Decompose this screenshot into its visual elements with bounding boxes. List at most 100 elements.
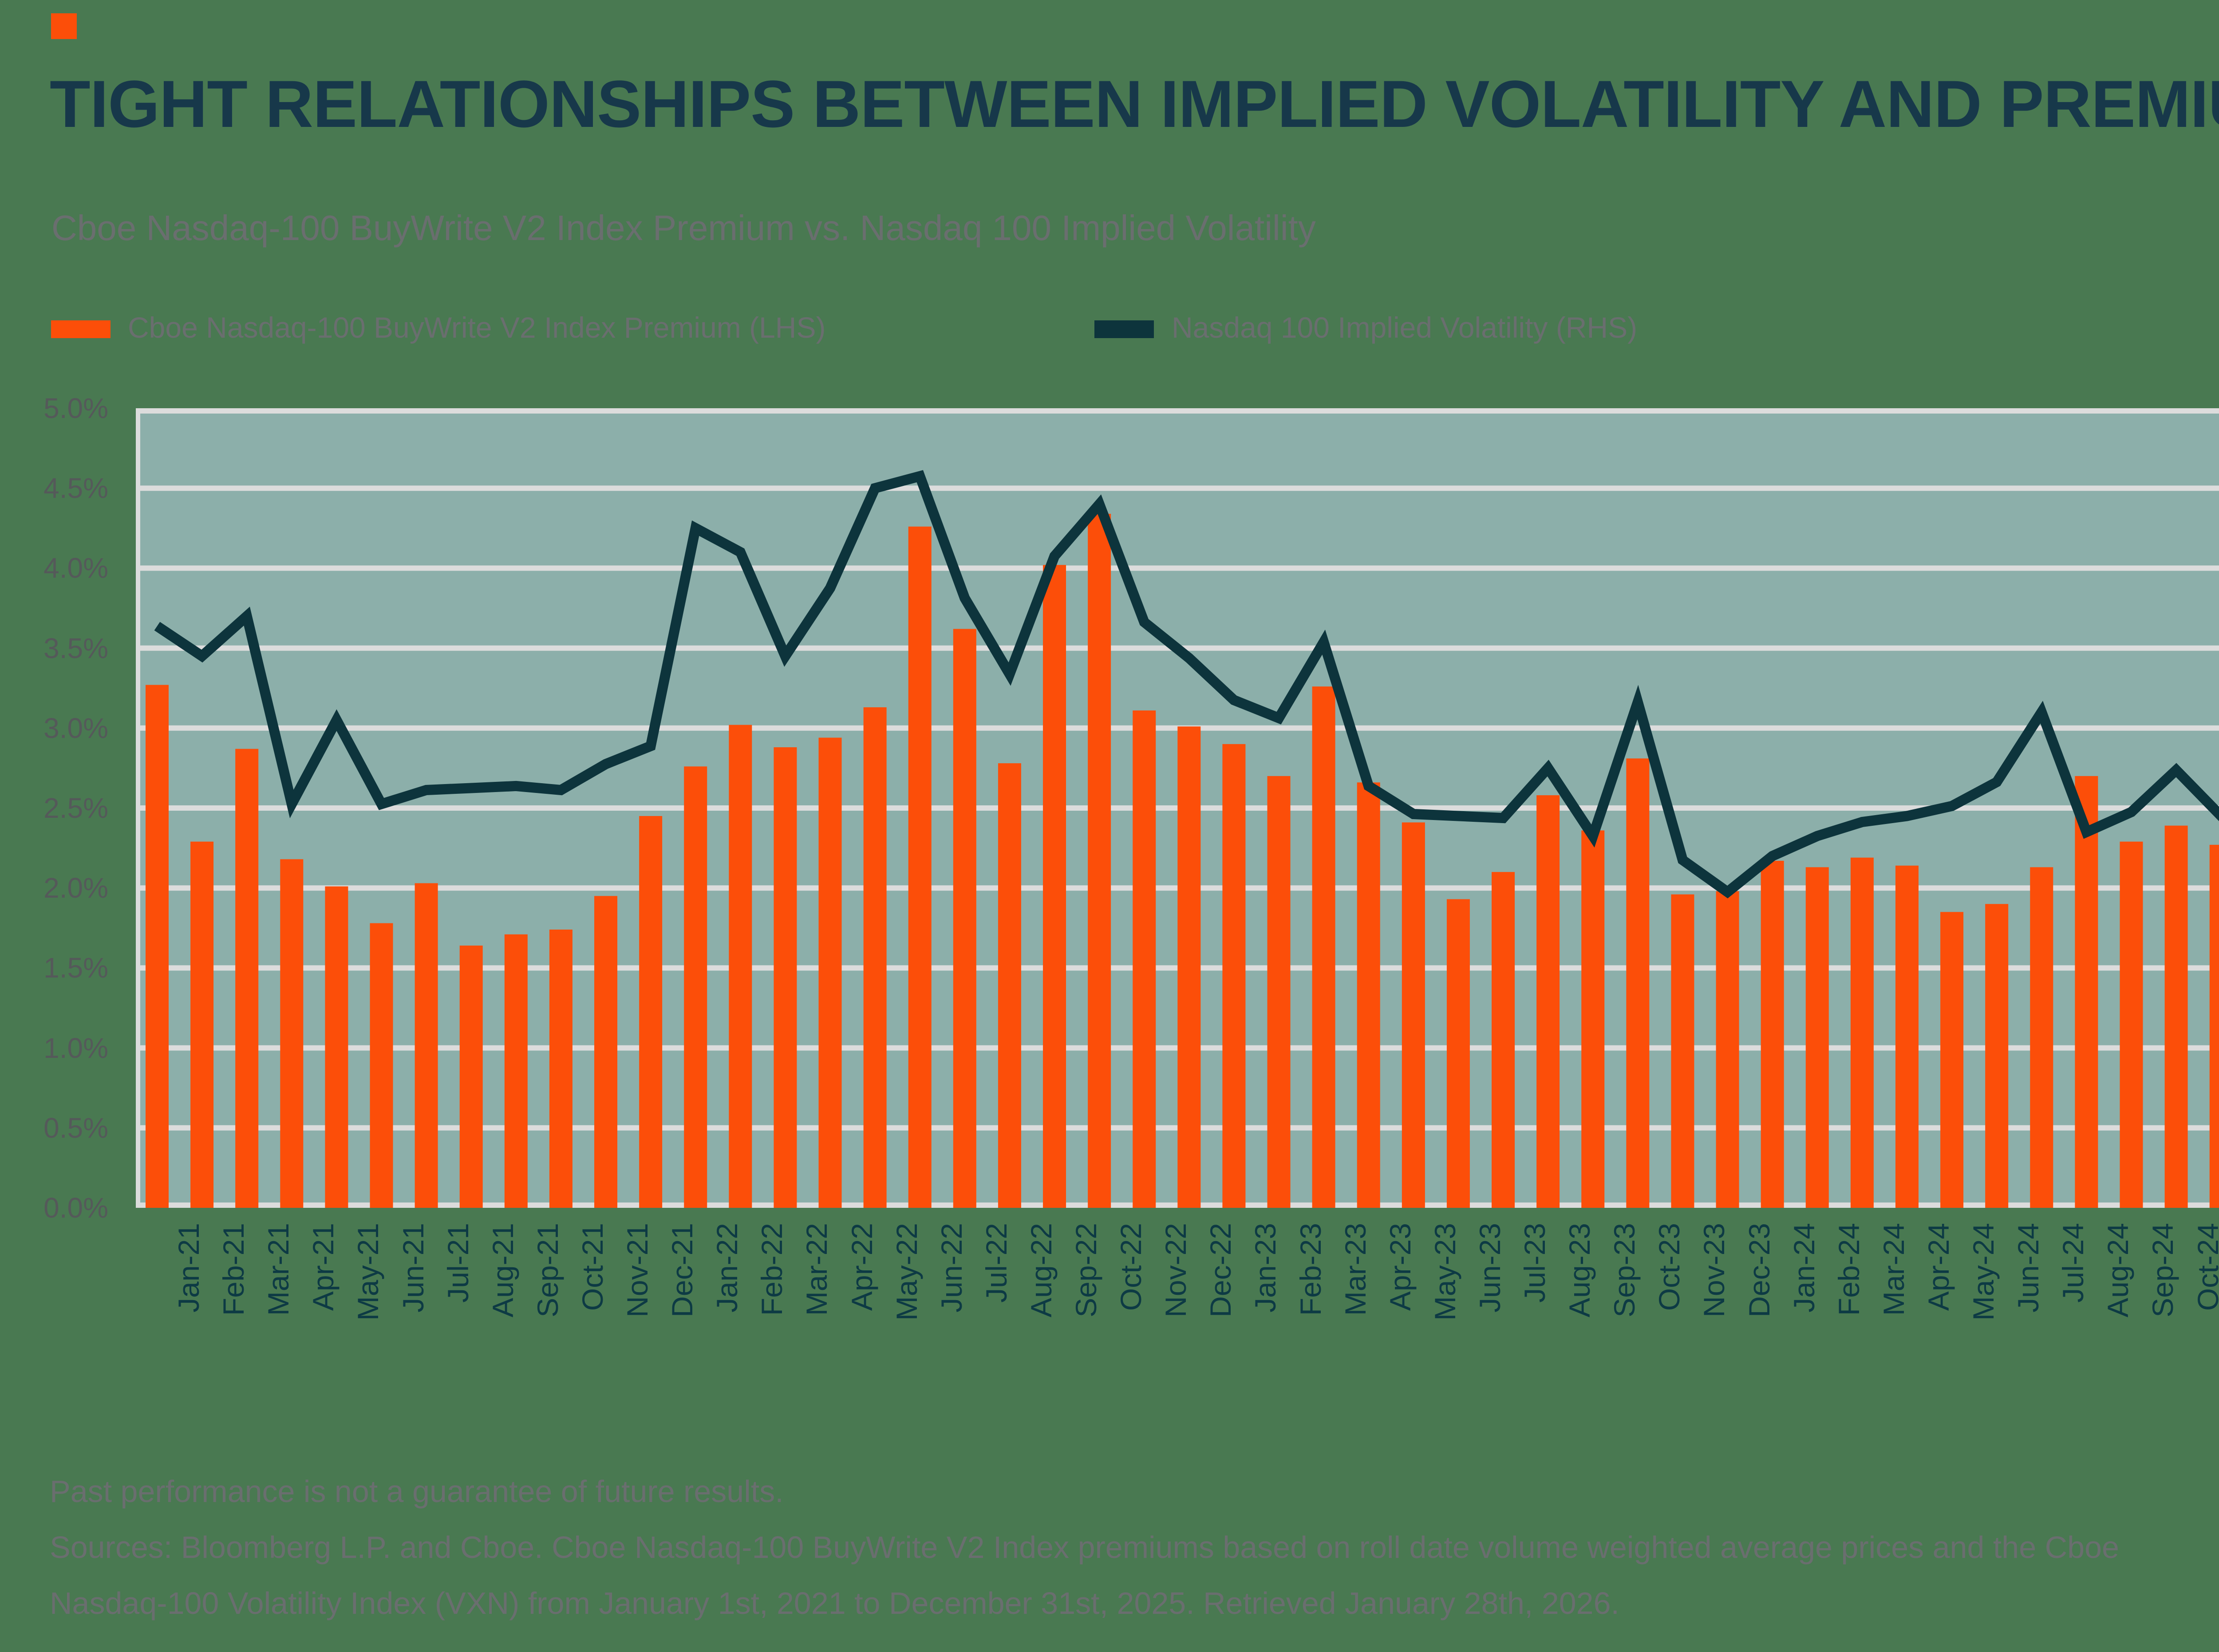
x-axis-tick-text: Jul-21 [441, 1223, 474, 1303]
volatility-series-swatch [1094, 320, 1154, 338]
x-axis-tick-text: May-24 [1967, 1223, 2000, 1321]
premium-bar [908, 526, 932, 1208]
left-axis-tick-label: 0.0% [43, 1192, 108, 1224]
x-axis-tick-text: Jan-22 [711, 1223, 744, 1313]
premium-bar [1402, 822, 1425, 1208]
x-axis-tick-text: Nov-23 [1698, 1223, 1731, 1317]
premium-bar [1446, 899, 1470, 1208]
chart-canvas [136, 408, 2219, 1208]
x-axis-tick-text: Apr-24 [1922, 1223, 1955, 1311]
x-axis-tick-text: May-22 [890, 1223, 923, 1321]
x-axis-tick-text: Jun-24 [2012, 1223, 2045, 1313]
x-axis-tick-text: Feb-21 [217, 1223, 250, 1316]
x-axis-tick-text: May-23 [1428, 1223, 1461, 1321]
x-axis-tick-text: Sep-24 [2146, 1223, 2180, 1317]
footnotes: Past performance is not a guarantee of f… [50, 1463, 2119, 1631]
left-axis-tick-label: 1.0% [43, 1032, 108, 1064]
left-axis-tick-label: 2.0% [43, 872, 108, 904]
x-axis-tick-text: Aug-24 [2101, 1223, 2135, 1317]
premium-bar [1267, 776, 1291, 1208]
premium-bar [1985, 904, 2009, 1208]
premium-bar [1850, 857, 1874, 1208]
premium-bar [415, 883, 438, 1208]
premium-bar [684, 766, 707, 1208]
x-axis-tick-text: Jan-23 [1249, 1223, 1282, 1313]
x-axis-tick-text: Jul-22 [979, 1223, 1013, 1303]
brand-accent-square [51, 13, 77, 39]
x-axis-tick-text: Oct-21 [576, 1223, 609, 1311]
left-axis-tick-label: 5.0% [43, 392, 108, 424]
x-axis-tick-text: Jul-23 [1518, 1223, 1552, 1303]
premium-bar [1940, 912, 1964, 1208]
premium-bar [1895, 865, 1919, 1208]
premium-bar [2209, 844, 2219, 1208]
x-axis-tick-text: Aug-23 [1563, 1223, 1596, 1317]
premium-bar [1133, 710, 1156, 1208]
x-axis-tick-text: Nov-21 [621, 1223, 654, 1317]
premium-bar [1088, 513, 1111, 1208]
premium-bar [729, 725, 752, 1208]
x-axis-tick-text: Jun-22 [935, 1223, 968, 1313]
x-axis-tick-text: Dec-21 [666, 1223, 699, 1317]
premium-bar [235, 749, 259, 1208]
premium-bar [2164, 825, 2188, 1208]
premium-series-label: Cboe Nasdaq-100 BuyWrite V2 Index Premiu… [128, 311, 826, 344]
premium-bar [1492, 872, 1515, 1208]
x-axis-tick-text: Mar-24 [1877, 1223, 1910, 1316]
x-axis-tick-text: Apr-21 [307, 1223, 340, 1311]
x-axis-tick-text: Aug-21 [486, 1223, 519, 1317]
left-axis-tick-label: 0.5% [43, 1112, 108, 1144]
left-axis-tick-label: 4.0% [43, 552, 108, 584]
premium-bar [1626, 758, 1650, 1208]
premium-bar [146, 685, 169, 1208]
footnote-sources-2: Nasdaq-100 Volatility Index (VXN) from J… [50, 1586, 1619, 1620]
x-axis-tick-text: Apr-22 [845, 1223, 878, 1311]
premium-bar [1536, 795, 1560, 1208]
x-axis-tick-text: Apr-23 [1383, 1223, 1417, 1311]
x-axis-tick-text: Sep-22 [1070, 1223, 1103, 1317]
premium-bar [774, 747, 797, 1208]
premium-bar [190, 841, 214, 1208]
volatility-series-label: Nasdaq 100 Implied Volatility (RHS) [1172, 311, 1638, 344]
premium-bar [1312, 686, 1335, 1208]
premium-bar [2030, 867, 2053, 1208]
x-axis-tick-text: Mar-21 [262, 1223, 295, 1316]
x-axis-tick-text: Aug-22 [1024, 1223, 1058, 1317]
x-axis-tick-text: Sep-21 [531, 1223, 564, 1317]
premium-bar [280, 859, 304, 1208]
premium-bar [1043, 565, 1066, 1208]
x-axis-tick-text: Jun-23 [1473, 1223, 1506, 1313]
x-axis-tick-text: Nov-22 [1159, 1223, 1192, 1317]
footnote-sources-1: Sources: Bloomberg L.P. and Cboe. Cboe N… [50, 1530, 2119, 1565]
left-axis-tick-label: 3.0% [43, 712, 108, 744]
premium-bar [863, 707, 887, 1208]
premium-bar [1716, 891, 1739, 1208]
x-axis-tick-text: Feb-22 [755, 1223, 789, 1316]
premium-series-swatch [51, 320, 111, 338]
x-axis-tick-text: Oct-24 [2191, 1223, 2219, 1311]
premium-bar [459, 945, 483, 1208]
x-axis-tick-text: Dec-23 [1742, 1223, 1776, 1317]
premium-bar [1177, 726, 1201, 1208]
premium-bar [1222, 744, 1246, 1208]
premium-bar [325, 886, 348, 1208]
premium-bar [818, 737, 842, 1208]
premium-bar [1357, 782, 1380, 1208]
x-axis-tick-text: Sep-23 [1608, 1223, 1641, 1317]
x-axis-tick-text: Jan-24 [1787, 1223, 1820, 1313]
premium-bar [370, 923, 393, 1208]
chart-subtitle: Cboe Nasdaq-100 BuyWrite V2 Index Premiu… [51, 208, 1316, 248]
premium-bar [1581, 830, 1605, 1208]
premium-bar [1671, 894, 1694, 1208]
premium-bar [2075, 776, 2098, 1208]
x-axis-tick-text: Feb-23 [1294, 1223, 1327, 1316]
premium-bar [504, 934, 528, 1208]
x-axis-tick-text: Jun-21 [396, 1223, 430, 1313]
premium-bar [998, 763, 1021, 1208]
x-axis-tick-label: Oct-24 [2191, 1223, 2219, 1311]
x-axis-tick-text: Jan-21 [172, 1223, 205, 1313]
page-title: TIGHT RELATIONSHIPS BETWEEN IMPLIED VOLA… [50, 67, 2219, 141]
premium-bar [953, 629, 976, 1208]
premium-bar [1761, 860, 1784, 1208]
